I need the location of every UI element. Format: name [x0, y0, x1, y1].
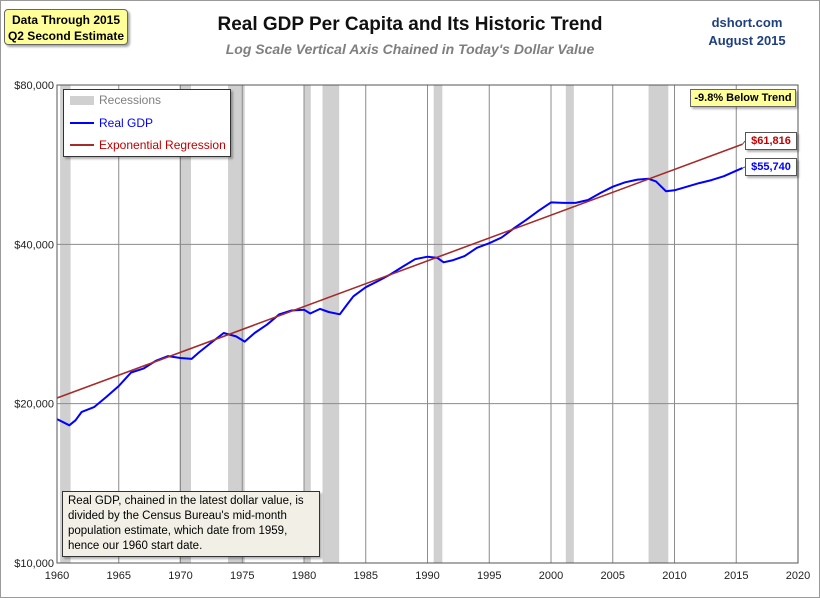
recession-band-6 — [565, 85, 574, 563]
plot-border — [56, 84, 799, 564]
data-through-note: Data Through 2015 Q2 Second Estimate — [4, 9, 128, 45]
x-tick-label-1990: 1990 — [415, 570, 439, 582]
series-lines — [56, 143, 743, 427]
x-tick-label-1995: 1995 — [477, 570, 501, 582]
recession-band-0 — [60, 85, 71, 563]
x-tick-label-2010: 2010 — [662, 570, 686, 582]
recession-band-1 — [179, 85, 191, 563]
recession-band-7 — [648, 85, 669, 563]
y-tick-label-40000: $40,000 — [14, 239, 54, 251]
source-credit: dshort.com August 2015 — [692, 14, 802, 50]
recession-band-3 — [304, 85, 311, 563]
legend: Recessions Real GDP Exponential Regressi… — [63, 89, 231, 157]
trend-gap-callout: -9.8% Below Trend — [690, 89, 796, 107]
legend-label-recessions: Recessions — [99, 93, 162, 107]
x-tick-label-1970: 1970 — [168, 570, 192, 582]
recession-band-5 — [433, 85, 443, 563]
axes: 1960 1965 1970 1975 1980 1985 1990 1995 2000 2005… — [14, 80, 810, 582]
y-tick-label-10000: $10,000 — [14, 558, 54, 570]
series-line-regression — [56, 143, 743, 399]
x-tick-label-2020: 2020 — [786, 570, 810, 582]
methodology-note: Real GDP, chained in the latest dollar v… — [62, 491, 320, 557]
source-date: August 2015 — [708, 33, 786, 48]
x-tick-label-1965: 1965 — [107, 570, 131, 582]
legend-label-real-gdp: Real GDP — [99, 116, 154, 130]
x-tick-label-1980: 1980 — [292, 570, 316, 582]
x-tick-label-2000: 2000 — [539, 570, 563, 582]
data-through-line2: Q2 Second Estimate — [7, 29, 125, 43]
y-tick-label-80000: $80,000 — [14, 80, 54, 92]
recession-band-4 — [322, 85, 340, 563]
y-tick-label-20000: $20,000 — [14, 399, 54, 411]
regression-end-leader — [742, 140, 746, 145]
data-through-line1: Data Through 2015 — [11, 13, 121, 27]
x-tick-label-2015: 2015 — [724, 570, 748, 582]
recession-band-2 — [228, 85, 245, 563]
chart-subtitle: Log Scale Vertical Axis Chained in Today… — [225, 41, 595, 57]
chart-title: Real GDP Per Capita and Its Historic Tre… — [217, 14, 603, 35]
x-tick-label-1975: 1975 — [230, 570, 254, 582]
x-tick-label-1960: 1960 — [45, 570, 69, 582]
gdp-end-leader — [742, 166, 746, 169]
gdp-end-label: $55,740 — [745, 158, 797, 176]
source-name: dshort.com — [711, 15, 783, 30]
regression-end-label: $61,816 — [745, 132, 797, 150]
x-tick-label-1985: 1985 — [354, 570, 378, 582]
x-tick-label-2005: 2005 — [601, 570, 625, 582]
legend-swatch-recessions — [70, 96, 94, 105]
legend-swatch-regression — [70, 144, 94, 146]
legend-label-regression: Exponential Regression — [99, 138, 226, 152]
legend-swatch-real-gdp — [70, 122, 94, 124]
